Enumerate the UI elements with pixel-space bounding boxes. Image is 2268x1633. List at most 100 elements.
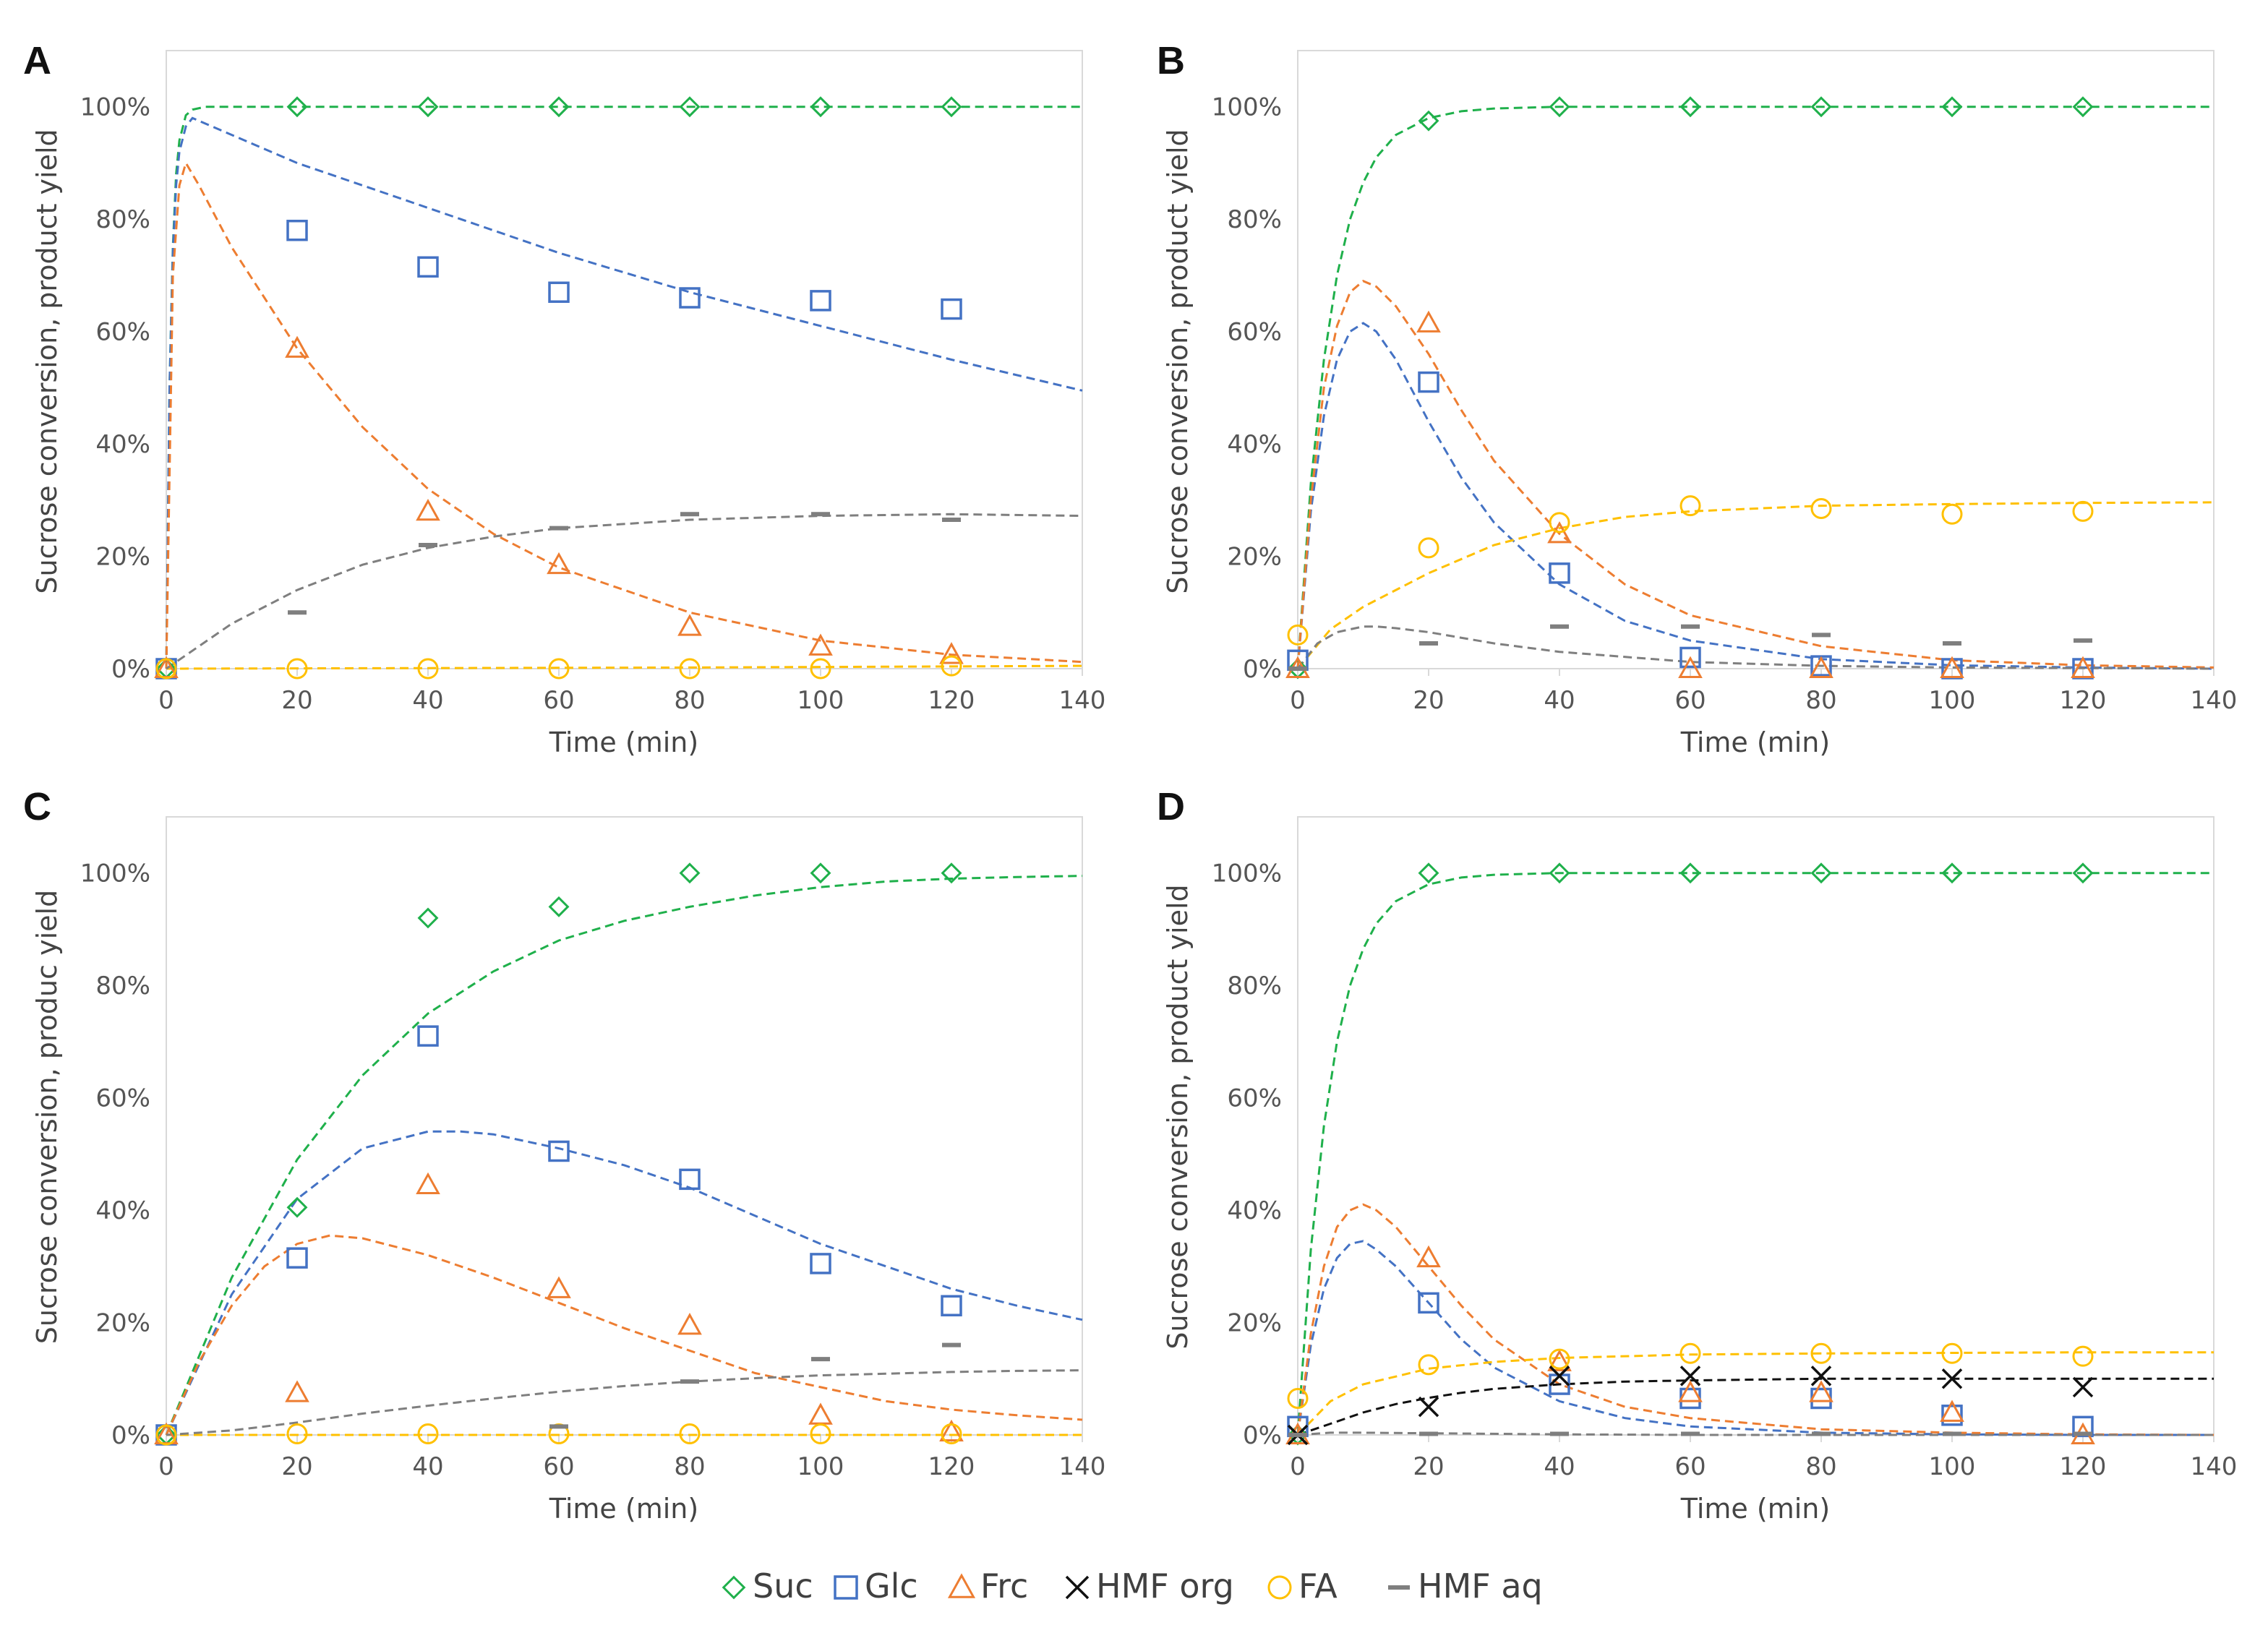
x-tick-label: 40 xyxy=(412,1452,443,1481)
data-point-glc xyxy=(679,287,701,309)
legend-label: Frc xyxy=(980,1566,1028,1606)
legend-marker-glc xyxy=(834,1575,858,1600)
data-point-frc xyxy=(1547,1349,1572,1371)
y-tick-label: 100% xyxy=(80,860,150,888)
x-tick-label: 100 xyxy=(1929,686,1976,715)
data-point-frc xyxy=(416,1172,440,1195)
x-tick-label: 20 xyxy=(1413,686,1444,715)
data-point-fa xyxy=(417,658,439,680)
data-point-fa xyxy=(155,658,177,680)
data-point-hmf_org xyxy=(2072,1376,2094,1398)
data-point-suc xyxy=(2072,96,2094,118)
fit-line-suc xyxy=(165,106,1082,669)
legend-item-hmf_org: HMF org xyxy=(1065,1566,1234,1606)
y-tick-label: 100% xyxy=(1212,93,1282,122)
data-point-frc xyxy=(1416,1245,1441,1268)
y-tick-label: 20% xyxy=(1227,1309,1282,1338)
x-tick-label: 20 xyxy=(281,1452,312,1481)
data-point-fa xyxy=(1549,1348,1570,1370)
data-point-glc xyxy=(1679,646,1701,669)
fit-line-fa xyxy=(1296,1351,2214,1436)
data-point-suc xyxy=(2072,862,2094,884)
data-point-suc xyxy=(1941,96,1963,118)
data-point-frc xyxy=(939,642,964,664)
y-tick-label: 60% xyxy=(95,318,150,347)
plot-area: 0 20 40 60 80 100 120 140 0% 20% 40% 60% 80% 100% xyxy=(80,860,1106,1481)
x-tick-label: 20 xyxy=(1413,1452,1444,1481)
panel-letter: D xyxy=(1157,785,1185,828)
x-tick-label: 40 xyxy=(412,686,443,715)
x-axis-title: Time (min) xyxy=(549,1493,698,1525)
y-axis-title: Sucrose conversion, product yield xyxy=(1162,129,1194,593)
data-point-suc xyxy=(1418,862,1439,884)
data-point-suc xyxy=(417,96,439,118)
data-point-glc xyxy=(941,1295,962,1316)
data-point-suc xyxy=(286,1196,308,1218)
y-tick-label: 80% xyxy=(95,205,150,234)
data-point-suc xyxy=(417,907,439,929)
data-point-glc xyxy=(810,290,831,312)
plot-area: 0 20 40 60 80 100 120 140 0% 20% 40% 60% 80% 100% xyxy=(80,93,1106,715)
data-point-frc xyxy=(547,1276,571,1298)
y-tick-label: 20% xyxy=(95,1309,150,1338)
y-tick-label: 40% xyxy=(95,430,150,459)
legend-item-glc: Glc xyxy=(834,1566,918,1606)
fit-line-suc xyxy=(165,875,1083,1436)
x-axis-title: Time (min) xyxy=(549,727,698,758)
data-point-fa xyxy=(1287,624,1309,646)
data-point-suc xyxy=(679,862,701,884)
fit-line-fa xyxy=(1296,501,2214,669)
x-axis-title: Time (min) xyxy=(1680,1493,1830,1525)
panel-c: C 0 20 40 60 80 100 120 140 0% 20% 40% 60% 80% 100% T… xyxy=(23,785,1105,1525)
y-tick-label: 80% xyxy=(95,972,150,1000)
fit-line-suc xyxy=(1296,872,2214,1436)
x-tick-label: 40 xyxy=(1544,686,1575,715)
data-point-frc xyxy=(677,1313,702,1335)
y-tick-label: 60% xyxy=(1227,318,1282,347)
data-point-suc xyxy=(1549,96,1570,118)
data-point-glc xyxy=(810,1253,831,1274)
data-point-suc xyxy=(941,96,962,118)
fit-line-frc xyxy=(1296,279,2214,669)
x-tick-label: 60 xyxy=(543,1452,574,1481)
y-tick-label: 0% xyxy=(1243,655,1282,684)
data-point-fa xyxy=(1287,1387,1309,1409)
data-point-hmf_org xyxy=(1810,1366,1832,1386)
data-point-suc xyxy=(810,862,831,884)
data-point-fa xyxy=(286,658,308,680)
data-point-frc xyxy=(1809,656,1833,678)
panel-letter: C xyxy=(23,785,51,828)
y-tick-label: 80% xyxy=(1227,205,1282,234)
y-tick-label: 60% xyxy=(1227,1084,1282,1113)
data-point-glc xyxy=(1418,371,1439,393)
data-point-frc xyxy=(677,614,702,636)
data-point-fa xyxy=(1418,1354,1439,1376)
x-tick-label: 140 xyxy=(2191,686,2238,715)
x-tick-label: 0 xyxy=(1290,686,1306,715)
legend-item-suc: Suc xyxy=(722,1566,813,1606)
data-point-fa xyxy=(548,658,570,680)
y-tick-label: 20% xyxy=(95,543,150,572)
legend-item-frc: Frc xyxy=(947,1566,1028,1606)
legend-marker-hmf_org xyxy=(1065,1575,1090,1600)
data-point-glc xyxy=(1941,1405,1963,1426)
data-point-suc xyxy=(679,96,701,118)
data-point-frc xyxy=(1678,1380,1703,1402)
data-point-fa xyxy=(1941,1342,1963,1364)
data-point-hmf_org xyxy=(1418,1396,1439,1418)
x-tick-label: 140 xyxy=(1059,686,1106,715)
data-point-hmf_org xyxy=(1549,1366,1570,1386)
legend-label: FA xyxy=(1298,1566,1338,1606)
data-point-glc xyxy=(417,256,439,278)
y-tick-label: 40% xyxy=(1227,1196,1282,1225)
legend-marker-frc xyxy=(947,1573,976,1598)
legend-label: HMF aq xyxy=(1418,1566,1543,1606)
panel-a: A 0 20 40 60 80 100 120 140 0% 20% 40% 60% 80% 100% T… xyxy=(23,39,1105,758)
fit-line-frc xyxy=(165,1234,1083,1436)
data-point-suc xyxy=(1679,96,1701,118)
data-point-frc xyxy=(547,552,571,575)
data-point-glc xyxy=(1418,1292,1439,1314)
data-point-fa xyxy=(2072,1345,2094,1367)
legend-marker-suc xyxy=(722,1575,746,1600)
